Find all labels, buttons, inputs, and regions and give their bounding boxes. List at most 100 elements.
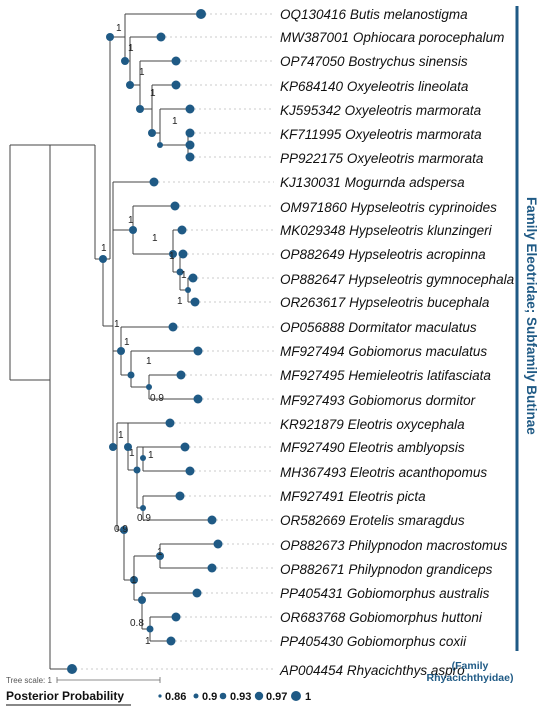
support-value: 1	[139, 67, 145, 78]
taxon-label: KJ595342 Oxyeleotris marmorata	[280, 103, 482, 118]
posterior-node	[180, 442, 190, 452]
support-value: 0.9	[150, 393, 164, 404]
legend-dot	[193, 693, 199, 699]
posterior-node	[196, 9, 206, 19]
legend-title: Posterior Probability	[6, 689, 124, 703]
taxon-label: OP056888 Dormitator maculatus	[280, 320, 477, 335]
support-value: 1	[172, 116, 178, 127]
posterior-node	[185, 104, 195, 114]
posterior-node	[120, 526, 128, 534]
taxon-label: PP922175 Oxyeleotris marmorata	[280, 151, 484, 166]
taxon-label: KF711995 Oxyeleotris marmorata	[280, 127, 482, 142]
tree-branches	[9, 13, 218, 670]
taxon-label: OP882649 Hypseleotris acropinna	[280, 247, 486, 262]
taxon-label: KR921879 Eleotris oxycephala	[280, 417, 465, 432]
taxon-label: MF927495 Hemieleotris latifasciata	[280, 368, 491, 383]
taxon-label: OP747050 Bostrychus sinensis	[280, 54, 468, 69]
taxon-label: MK029348 Hypseleotris klunzingeri	[280, 223, 493, 238]
posterior-node	[166, 636, 176, 646]
taxon-label: AP004454 Rhyacichthys aspro	[279, 663, 465, 678]
posterior-node	[177, 225, 187, 235]
taxon-label: MW387001 Ophiocara porocephalum	[280, 30, 504, 45]
posterior-nodes	[67, 9, 223, 674]
posterior-node	[193, 394, 203, 404]
support-value: 1	[114, 319, 120, 330]
posterior-node	[185, 466, 195, 476]
support-value: 1	[145, 636, 151, 647]
posterior-node	[185, 128, 195, 138]
support-value: 0.9	[137, 513, 151, 524]
taxon-label: OR263617 Hypseleotris bucephala	[280, 295, 490, 310]
posterior-node	[170, 201, 180, 211]
taxon-label: OR582669 Erotelis smaragdus	[280, 513, 465, 528]
support-value: 1	[128, 43, 134, 54]
posterior-node	[121, 57, 129, 65]
support-value: 1	[118, 430, 124, 441]
tree-scale-label: Tree scale: 1	[6, 676, 52, 685]
taxon-label: KJ130031 Mogurnda adspersa	[280, 175, 465, 190]
legend-dot	[158, 694, 162, 698]
posterior-node	[146, 625, 154, 633]
posterior-node	[156, 552, 164, 560]
posterior-node	[149, 177, 159, 187]
posterior-node	[117, 347, 125, 355]
posterior-node	[148, 129, 156, 137]
taxon-label: MF927494 Gobiomorus maculatus	[280, 344, 487, 359]
outgroup-family-label: (Family	[452, 660, 489, 672]
posterior-node	[146, 384, 152, 390]
taxon-labels: OQ130416 Butis melanostigma MW387001 Oph…	[279, 7, 515, 678]
taxon-label: OQ130416 Butis melanostigma	[280, 7, 468, 22]
posterior-node	[127, 371, 135, 379]
legend-value: 0.93	[230, 691, 251, 703]
posterior-node	[130, 576, 138, 584]
legend-value: 1	[305, 691, 311, 703]
support-value: 1	[129, 448, 135, 459]
legend-value: 0.86	[165, 691, 186, 703]
posterior-node	[193, 346, 203, 356]
posterior-node	[190, 297, 200, 307]
posterior-node	[169, 250, 177, 258]
support-value: 1	[152, 233, 158, 244]
taxon-label: OP882647 Hypseleotris gymnocephala	[280, 272, 515, 287]
posterior-node	[207, 563, 217, 573]
taxon-label: MH367493 Eleotris acanthopomus	[280, 465, 487, 480]
posterior-node	[192, 588, 202, 598]
tree-scale: Tree scale: 1	[6, 676, 161, 685]
support-value: 1	[150, 88, 156, 99]
support-value: 1	[146, 356, 152, 367]
legend-dot	[291, 691, 301, 701]
support-values: 1 1 1 1 1 1 1 1 1 1 1 1 1 1 0.9 1 1 1 0.…	[101, 23, 187, 647]
posterior-node	[138, 596, 146, 604]
taxon-label: MF927493 Gobiomorus dormitor	[280, 393, 476, 408]
taxon-label: MF927491 Eleotris picta	[280, 489, 426, 504]
legend-dot	[254, 691, 264, 701]
posterior-node	[213, 539, 223, 549]
legend-value: 0.97	[266, 691, 287, 703]
posterior-node	[129, 226, 137, 234]
taxon-label: OP882671 Philypnodon grandiceps	[280, 562, 493, 577]
taxon-label: OM971860 Hypseleotris cyprinoides	[280, 200, 497, 215]
taxon-label: PP405431 Gobiomorphus australis	[280, 586, 490, 601]
clade-label: Family Eleotridae; Subfamily Butinae	[524, 197, 539, 435]
support-value: 1	[157, 547, 163, 558]
support-value: 1	[116, 23, 122, 34]
taxon-label: PP405430 Gobiomorphus coxii	[280, 634, 467, 649]
posterior-node	[126, 81, 134, 89]
posterior-node	[185, 287, 191, 293]
support-value: 1	[128, 215, 134, 226]
taxon-label: KP684140 Oxyeleotris lineolata	[280, 79, 469, 94]
posterior-node	[124, 443, 132, 451]
support-value: 0.8	[130, 618, 144, 629]
posterior-node	[165, 418, 175, 428]
posterior-node	[188, 273, 198, 283]
leader-lines	[76, 13, 274, 670]
posterior-node	[171, 612, 181, 622]
posterior-node	[176, 370, 186, 380]
posterior-node	[185, 140, 195, 150]
legend-value: 0.9	[202, 691, 217, 703]
posterior-node	[157, 142, 163, 148]
posterior-node	[156, 32, 166, 42]
support-value: 1	[177, 296, 183, 307]
support-value: 0.9	[114, 524, 128, 535]
